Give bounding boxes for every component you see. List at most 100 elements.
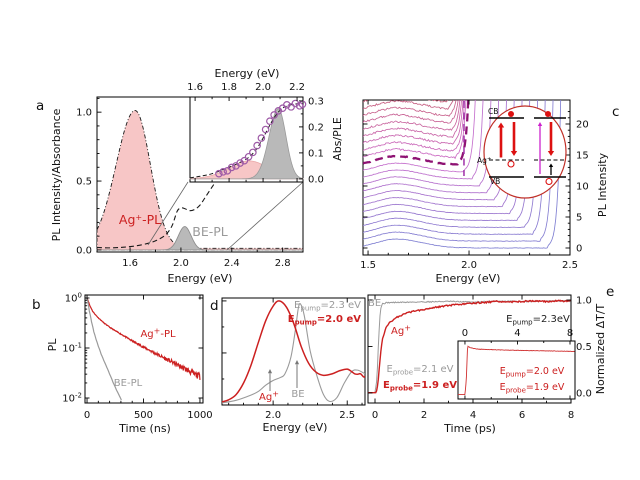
arrow-head [537, 122, 543, 126]
ple-data-point [253, 141, 261, 150]
decay-curve [86, 297, 122, 401]
panel-a-xtick: 1.6 [122, 258, 138, 269]
panel-a-inset-ytick: 0.0 [308, 174, 324, 185]
plot-frame [362, 99, 571, 256]
panel-a-ylabel: PL Intensity/Absorbance [50, 108, 63, 241]
panel-a-inset-xlabel: Energy (eV) [215, 67, 280, 80]
panel-e-ylabel: Normalized ΔT/T [594, 303, 607, 394]
inset-kinetics-curve [458, 345, 575, 396]
panel-e-be-label: BE [368, 298, 381, 309]
absorbance-curve [96, 146, 235, 249]
panel-c-xtick: 2.0 [461, 260, 477, 271]
decay-curve [86, 297, 201, 380]
panel-e-xtick: 4 [470, 410, 476, 421]
hole-circle [507, 160, 515, 168]
generated-chart-layers: 1.6 2.0 2.4 2.8 0.0 0.5 1.0 1.6 1.8 2.0 2.2 0.0 0.1 0… [62, 82, 592, 422]
panel-e-inset-probe19-label: Eprobe=1.9 eV [500, 382, 565, 395]
area-series [96, 226, 304, 251]
waterfall-curves [363, 100, 562, 249]
panel-e-xtick: 0 [372, 410, 378, 421]
panel-c-ag-label: Ag+ [477, 156, 492, 165]
waterfall-curve [363, 100, 448, 103]
panel-e-probe21-label: Eprobe=2.1 eV [387, 364, 454, 377]
ple-data-point [215, 169, 223, 178]
waterfall-curve [363, 100, 523, 215]
arrow-head [294, 360, 300, 365]
diagram-circle [483, 105, 567, 199]
panel-b-be-pl-label: BE-PL [114, 378, 143, 389]
panel-c-vb-label: VB [490, 177, 500, 186]
panel-c-ytick: 10 [576, 181, 589, 192]
panel-d: 2.0 2.5 [221, 297, 366, 421]
panel-a-inset: 1.6 1.8 2.0 2.2 0.0 0.1 0.2 0.3 [187, 82, 324, 185]
panel-b: 0 500 1000 100 10-1 10-2 [62, 292, 212, 422]
waterfall-curve [363, 100, 562, 249]
panel-b-ytick: 100 [65, 292, 82, 305]
waterfall-curve [363, 100, 515, 208]
panel-letter-c: c [612, 104, 619, 120]
panel-d-xlabel: Energy (eV) [263, 421, 328, 434]
panel-a-inset-ylabel: Abs/PLE [331, 117, 344, 161]
waterfall-curve [363, 100, 554, 242]
panel-b-ytick: 10-1 [62, 342, 82, 355]
waterfall-curve [363, 100, 484, 180]
panel-a-inset-ytick: 0.1 [308, 148, 324, 159]
plot-frame [221, 297, 366, 406]
panel-c-ytick: 5 [576, 212, 582, 223]
panel-c-xtick: 2.5 [562, 260, 578, 271]
panel-a-xlabel: Energy (eV) [168, 272, 233, 285]
panel-e-inset-xtick: 0 [462, 328, 468, 339]
panel-a-inset-xtick: 1.6 [187, 82, 203, 93]
panel-a: 1.6 2.0 2.4 2.8 0.0 0.5 1.0 [76, 96, 304, 269]
ta-spectrum-curve [222, 303, 365, 404]
panel-b-ytick: 10-2 [62, 392, 82, 405]
inset-area-series [189, 108, 304, 180]
arrow-head [547, 151, 555, 156]
panel-d-ag-arrow-label: Ag+ [259, 390, 279, 404]
panel-a-ytick: 1.0 [76, 108, 92, 119]
level-diagram [483, 105, 567, 199]
waterfall-curve [363, 100, 492, 187]
panel-letter-d: d [210, 298, 219, 314]
waterfall-curve [363, 100, 457, 117]
arrow-head [267, 369, 273, 374]
panel-a-inset-ytick: 0.2 [308, 122, 324, 133]
waterfall-curve [363, 100, 531, 222]
panel-letter-b: b [32, 297, 41, 313]
panel-d-legend-pump20: Epump=2.0 eV [288, 314, 362, 327]
panel-d-xtick: 2.0 [265, 410, 281, 421]
waterfall-curve [363, 100, 464, 145]
panel-a-ag-pl-label: Ag+-PL [119, 212, 161, 227]
waterfall-curve [363, 100, 454, 110]
waterfall-curve [363, 100, 539, 228]
ple-data-point [244, 152, 253, 161]
panel-a-inset-xtick: 2.0 [255, 82, 271, 93]
panel-e-inset-xtick: 4 [514, 328, 520, 339]
panel-e-xtick: 8 [568, 410, 574, 421]
ple-data-point [261, 125, 270, 134]
panel-a-inset-ytick: 0.3 [308, 96, 324, 107]
hole-circle [545, 177, 553, 186]
arrow-head [548, 163, 554, 167]
waterfall-highlight-curve [363, 100, 470, 166]
panel-c-ytick: 0 [576, 243, 582, 254]
panel-c-ylabel: PL Intensity [596, 152, 609, 217]
panel-c-xtick: 1.5 [360, 260, 376, 271]
panel-d-xtick: 2.5 [339, 410, 355, 421]
panel-b-xtick: 1000 [187, 410, 212, 421]
panel-e-ag-label: Ag+ [391, 324, 411, 338]
electron-dot [545, 111, 551, 117]
waterfall-curve [363, 100, 459, 124]
ple-data-point [240, 156, 249, 165]
panel-c-cb-label: CB [488, 107, 498, 116]
waterfall-curve [363, 100, 507, 201]
panel-e-ytick: 0.5 [576, 342, 592, 353]
area-series [96, 110, 304, 251]
panel-d-be-arrow-label: BE [291, 389, 304, 400]
panel-a-inset-xtick: 1.8 [221, 82, 237, 93]
waterfall-curve [363, 100, 476, 173]
panel-c-xlabel: Energy (eV) [436, 272, 501, 285]
panel-c-ytick: 15 [576, 150, 589, 161]
